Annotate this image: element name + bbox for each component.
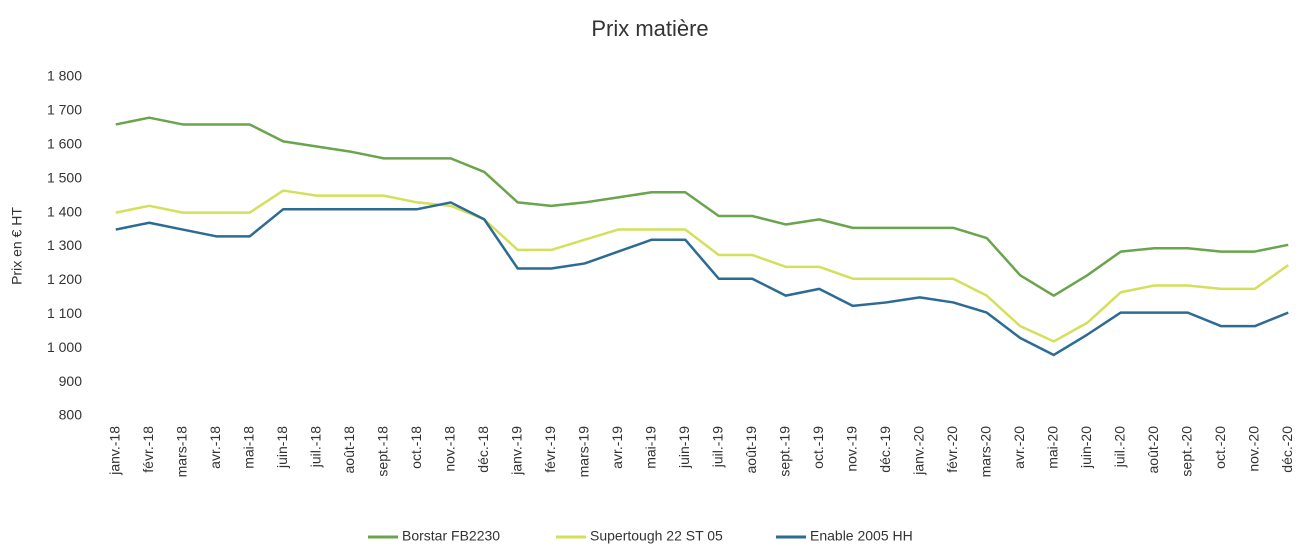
legend-label: Borstar FB2230 xyxy=(402,528,500,544)
x-tick-label: déc.-20 xyxy=(1279,426,1295,473)
x-tick-label: août-19 xyxy=(743,426,759,474)
y-tick-label: 1 000 xyxy=(47,339,82,355)
x-tick-label: juin-19 xyxy=(676,426,692,469)
x-tick-label: avr.-18 xyxy=(207,426,223,469)
x-tick-label: nov.-19 xyxy=(843,426,859,472)
x-tick-label: sept.-18 xyxy=(374,426,390,477)
x-tick-label: oct.-20 xyxy=(1212,426,1228,469)
x-tick-label: mai-18 xyxy=(240,426,256,469)
x-tick-label: janv.-20 xyxy=(910,426,926,476)
y-axis-label: Prix en € HT xyxy=(9,207,25,285)
x-tick-label: sept.-20 xyxy=(1178,426,1194,477)
x-tick-label: juin-18 xyxy=(274,426,290,469)
x-tick-label: oct.-19 xyxy=(810,426,826,469)
y-tick-label: 900 xyxy=(59,373,83,389)
x-tick-label: mai-20 xyxy=(1044,426,1060,469)
x-tick-label: sept.-19 xyxy=(776,426,792,477)
x-tick-label: mars-20 xyxy=(977,426,993,478)
line-series xyxy=(115,116,1289,297)
line-series xyxy=(115,189,1289,343)
x-tick-label: juin-20 xyxy=(1078,426,1094,469)
x-tick-label: nov.-18 xyxy=(441,426,457,472)
legend-label: Supertough 22 ST 05 xyxy=(590,528,723,544)
y-tick-label: 1 400 xyxy=(47,203,82,219)
x-tick-label: août-20 xyxy=(1145,426,1161,474)
y-tick-label: 1 300 xyxy=(47,237,82,253)
x-tick-label: mars-19 xyxy=(575,426,591,478)
x-tick-label: mai-19 xyxy=(642,426,658,469)
line-series xyxy=(115,201,1289,357)
x-tick-label: avr.-19 xyxy=(609,426,625,469)
y-tick-label: 1 100 xyxy=(47,305,82,321)
x-tick-label: juil.-20 xyxy=(1111,426,1127,468)
y-tick-label: 1 600 xyxy=(47,136,82,152)
x-tick-label: déc.-18 xyxy=(475,426,491,473)
x-tick-label: déc.-19 xyxy=(877,426,893,473)
y-tick-label: 1 800 xyxy=(47,68,82,84)
y-tick-label: 1 500 xyxy=(47,169,82,185)
chart-title: Prix matière xyxy=(591,16,708,41)
x-tick-label: juil.-19 xyxy=(709,426,725,468)
x-tick-label: juil.-18 xyxy=(307,426,323,468)
x-tick-label: janv.-19 xyxy=(508,426,524,476)
x-tick-label: févr.-19 xyxy=(542,426,558,473)
x-tick-label: janv.-18 xyxy=(106,426,122,476)
y-tick-label: 1 700 xyxy=(47,102,82,118)
x-tick-label: févr.-20 xyxy=(944,426,960,473)
y-tick-label: 1 200 xyxy=(47,271,82,287)
y-tick-label: 800 xyxy=(59,407,83,423)
legend-label: Enable 2005 HH xyxy=(810,528,913,544)
x-tick-label: avr.-20 xyxy=(1011,426,1027,469)
x-tick-label: oct.-18 xyxy=(408,426,424,469)
x-tick-label: févr.-18 xyxy=(140,426,156,473)
x-tick-label: mars-18 xyxy=(173,426,189,478)
x-tick-label: nov.-20 xyxy=(1245,426,1261,472)
x-tick-label: août-18 xyxy=(341,426,357,474)
